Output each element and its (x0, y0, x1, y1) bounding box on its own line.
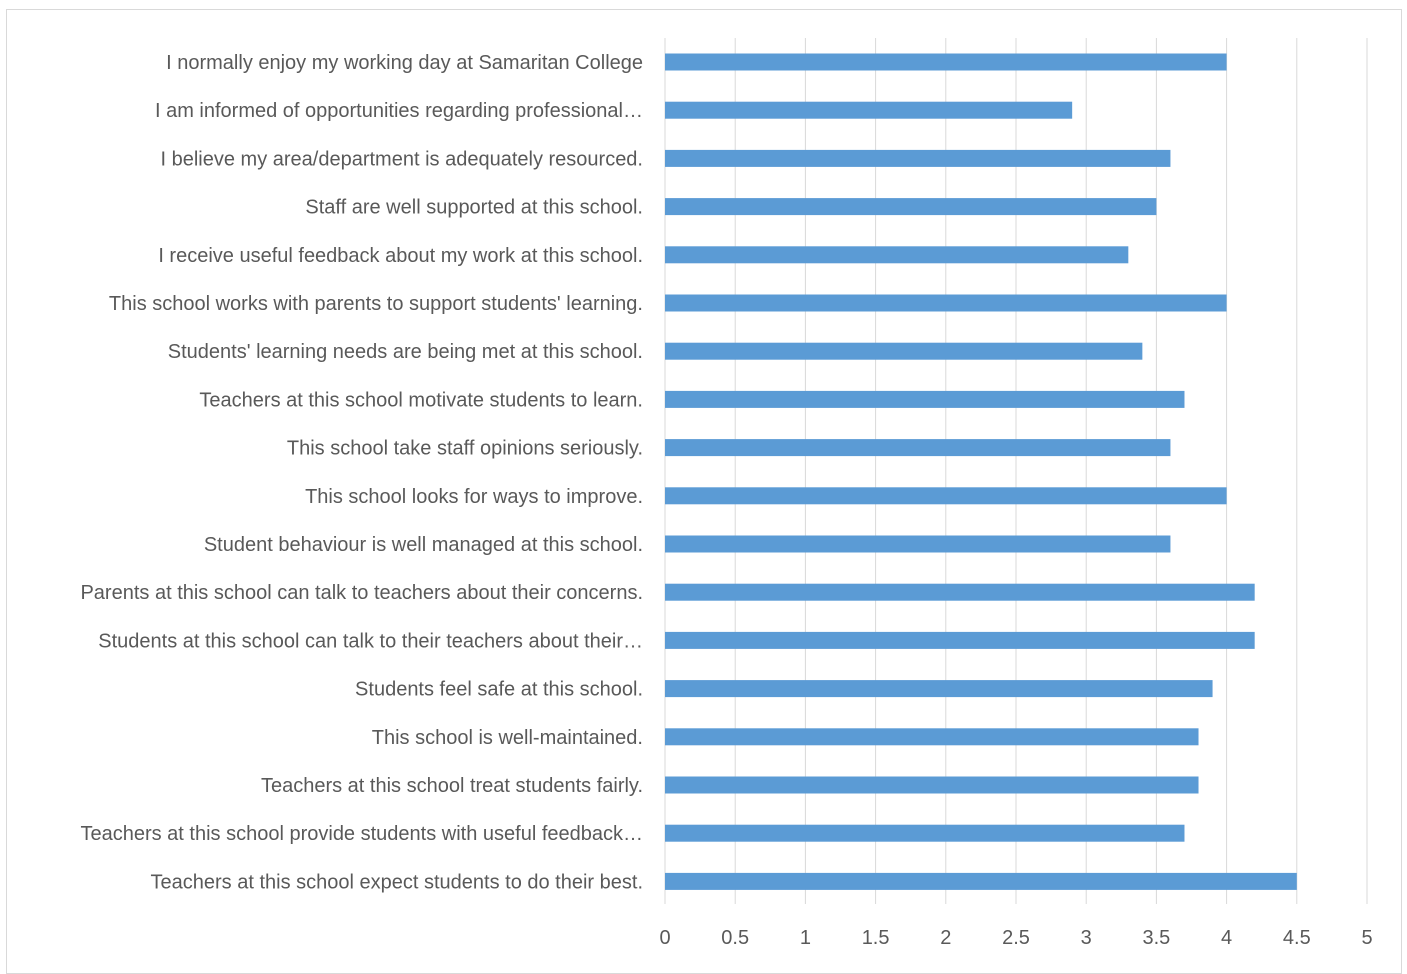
category-label: Students at this school can talk to thei… (98, 630, 643, 652)
category-label: This school works with parents to suppor… (109, 293, 643, 315)
x-tick-label: 1 (800, 927, 811, 949)
category-label: I am informed of opportunities regarding… (155, 100, 643, 122)
category-label: I believe my area/department is adequate… (161, 148, 644, 170)
bars (665, 53, 1297, 890)
bar (665, 872, 1297, 890)
category-label: This school is well-maintained. (372, 727, 643, 749)
bar (665, 776, 1199, 794)
x-tick-label: 0 (659, 927, 670, 949)
bar (665, 342, 1143, 360)
bar (665, 487, 1227, 505)
category-label: This school looks for ways to improve. (305, 486, 643, 508)
category-label: I receive useful feedback about my work … (158, 245, 643, 267)
category-label: Teachers at this school motivate student… (199, 389, 643, 411)
x-tick-label: 4 (1221, 927, 1232, 949)
category-label: Teachers at this school expect students … (151, 871, 644, 893)
bar (665, 631, 1255, 649)
category-label: Parents at this school can talk to teach… (80, 582, 643, 604)
bar (665, 728, 1199, 746)
bar (665, 294, 1227, 312)
category-label: Teachers at this school treat students f… (261, 775, 643, 797)
gridlines (664, 38, 1368, 904)
category-label: Staff are well supported at this school. (305, 197, 643, 219)
bar (665, 583, 1255, 601)
bar (665, 149, 1171, 167)
x-tick-label: 1.5 (862, 927, 890, 949)
bar (665, 535, 1171, 553)
bar (665, 198, 1157, 216)
category-label: Teachers at this school provide students… (80, 823, 643, 845)
bar (665, 824, 1185, 842)
bar (665, 246, 1129, 264)
category-label: Students feel safe at this school. (355, 679, 643, 701)
bar (665, 439, 1171, 457)
bar (665, 101, 1073, 119)
category-label: I normally enjoy my working day at Samar… (166, 52, 643, 74)
x-tick-label: 0.5 (721, 927, 749, 949)
x-tick-label: 3 (1081, 927, 1092, 949)
bar (665, 390, 1185, 408)
category-label: This school take staff opinions seriousl… (287, 438, 643, 460)
x-tick-label: 4.5 (1283, 927, 1311, 949)
x-tick-label: 5 (1361, 927, 1372, 949)
bar (665, 53, 1227, 71)
category-label: Students' learning needs are being met a… (168, 341, 643, 363)
category-label: Student behaviour is well managed at thi… (204, 534, 643, 556)
x-tick-label: 3.5 (1142, 927, 1170, 949)
x-tick-label: 2.5 (1002, 927, 1030, 949)
category-labels: I normally enjoy my working day at Samar… (80, 52, 643, 893)
bar (665, 680, 1213, 698)
x-axis-tick-labels: 0 0.5 1 1.5 2 2.5 3 3.5 4 4.5 5 (659, 927, 1372, 949)
x-tick-label: 2 (940, 927, 951, 949)
